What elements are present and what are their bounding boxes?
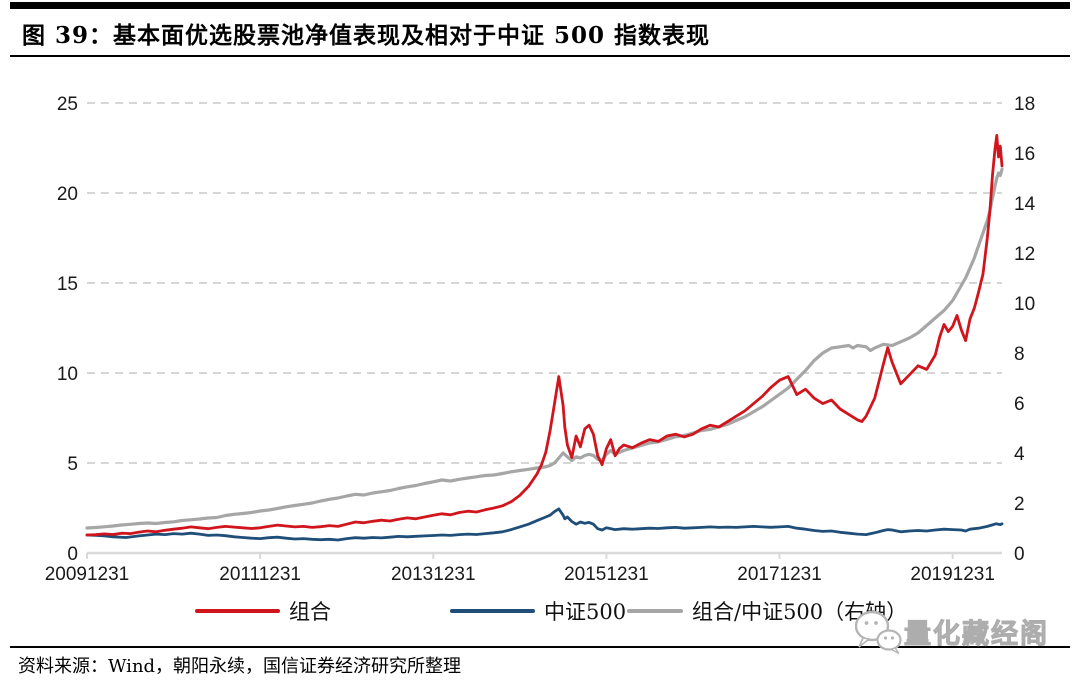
csi500-line-swatch: [450, 609, 535, 613]
top-rule: [10, 2, 1070, 9]
left-axis-label: 5: [67, 454, 78, 475]
right-axis-label: 6: [1014, 394, 1025, 415]
series-ratio: [85, 167, 1004, 530]
legend-label: 组合: [289, 600, 331, 624]
left-axis-label: 10: [57, 364, 78, 385]
watermark: 量化藏经阁: [852, 608, 1049, 654]
figure-number: 图 39：: [22, 22, 114, 49]
ratio-line-swatch: [627, 609, 683, 613]
footer-divider: [10, 646, 1070, 648]
x-axis-label: 20091231: [45, 564, 130, 585]
left-axis-label: 25: [57, 94, 78, 115]
portfolio-line-swatch: [195, 609, 280, 613]
wechat-bubbles-icon: [854, 610, 902, 654]
figure-title-text: 基本面优选股票池净值表现及相对于中证 500 指数表现: [113, 22, 711, 49]
title-divider: [10, 55, 1070, 57]
x-axis-label: 20191231: [910, 564, 995, 585]
right-axis-label: 2: [1014, 494, 1025, 515]
left-axis-label: 0: [67, 544, 78, 565]
left-axis-label: 20: [57, 184, 78, 205]
legend-item-portfolio: 组合: [195, 597, 331, 625]
right-axis-label: 10: [1014, 294, 1035, 315]
x-axis-label: 20151231: [564, 564, 649, 585]
right-axis-label: 16: [1014, 144, 1035, 165]
source-note: 资料来源：Wind，朝阳永续，国信证券经济研究所整理: [18, 656, 462, 677]
x-axis-label: 20171231: [737, 564, 822, 585]
x-axis-label: 20131231: [391, 564, 476, 585]
left-axis-label: 15: [57, 274, 78, 295]
right-axis-label: 18: [1014, 94, 1035, 115]
legend-item-csi500: 中证500: [450, 597, 626, 625]
series-index: [85, 507, 1004, 542]
x-axis-label: 20111231: [219, 564, 301, 585]
series-portfolio: [85, 134, 1004, 537]
watermark-text: 量化藏经阁: [904, 618, 1049, 650]
right-axis-label: 8: [1014, 344, 1025, 365]
right-axis-label: 0: [1014, 544, 1025, 565]
legend-label: 中证500: [544, 600, 627, 624]
right-axis-label: 12: [1014, 244, 1035, 265]
right-axis-label: 4: [1014, 444, 1025, 465]
right-axis-label: 14: [1014, 194, 1036, 215]
figure-title: 图 39：基本面优选股票池净值表现及相对于中证 500 指数表现: [22, 16, 1062, 50]
